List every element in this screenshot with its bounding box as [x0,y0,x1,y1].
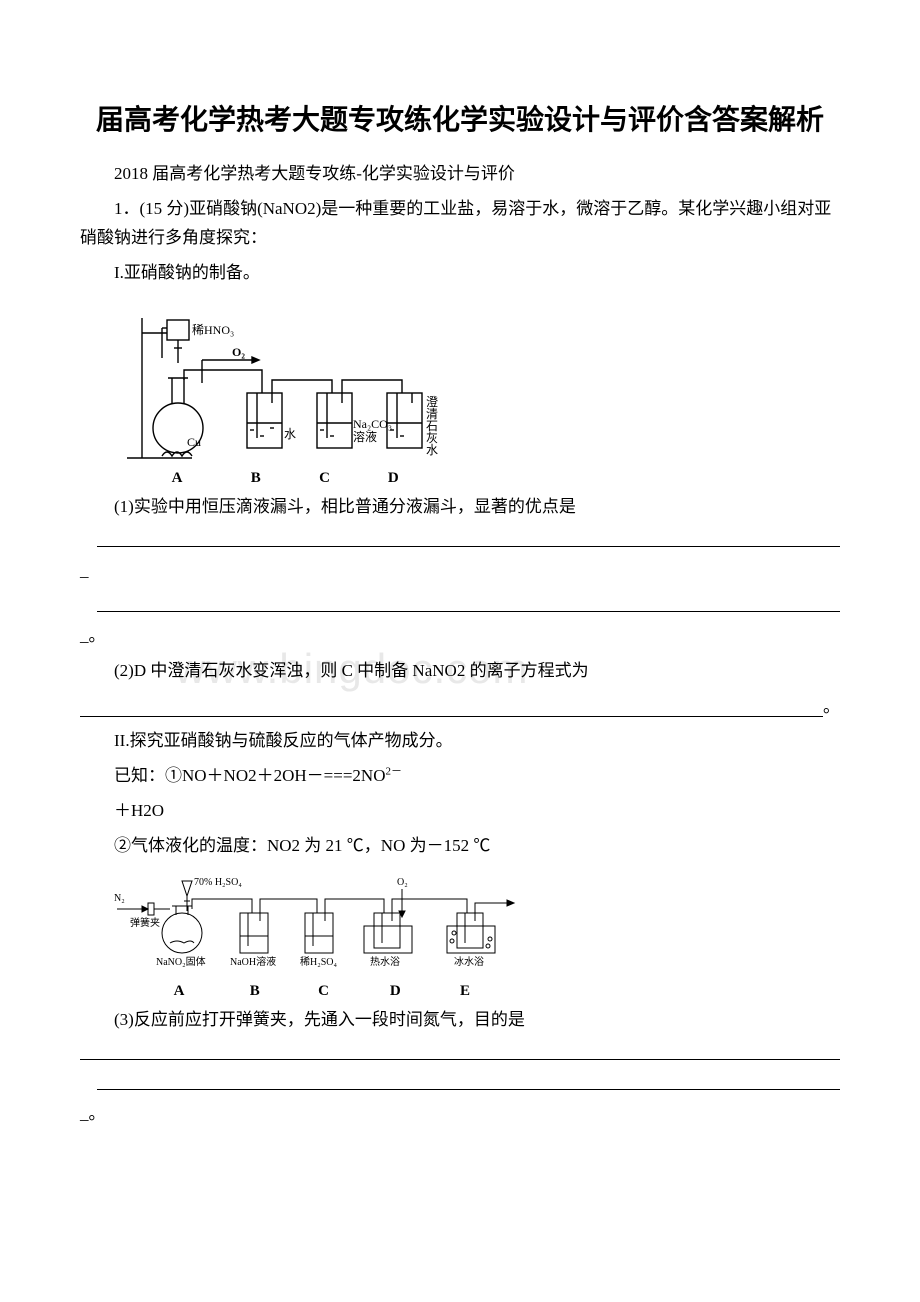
blank-trail-1b: _。 [80,622,840,651]
section-ii-heading: II.探究亚硝酸钠与硫酸反应的气体产物成分。 [80,727,840,756]
fig1-c-label: Na₂CO₃ [353,417,392,431]
known-sup: 2－ [385,765,402,777]
document-title: 届高考化学热考大题专攻练化学实验设计与评价含答案解析 [80,100,840,142]
figure-1: 稀HNO₃ O₂ Cu 水 Na₂CO₃ 溶液 澄 清 石 灰 水 A B C … [112,298,840,487]
fig1-label-d: D [363,470,423,487]
svg-text:水: 水 [426,443,438,457]
fig2-label-e: E [435,983,495,1000]
fig2-label-a: A [140,983,218,1000]
fig2-label-c: C [292,983,356,1000]
fig2-o2: O₂ [397,877,408,888]
fig2-solid: NaNO₂固体 [156,956,206,968]
section-i-heading: I.亚硝酸钠的制备。 [80,259,840,288]
fig2-cold: 冰水浴 [454,955,484,968]
known-2: ②气体液化的温度：NO2 为 21 ℃，NO 为－152 ℃ [80,832,840,861]
blank-trail-3: _。 [80,1100,840,1129]
known-1-tail: ＋H2O [80,797,840,826]
blank-line-1b [80,592,840,612]
blank-line-2: 。 [80,692,840,717]
fig1-cu-label: Cu [187,435,201,449]
q1-stem: 1．(15 分)亚硝酸钠(NaNO2)是一种重要的工业盐，易溶于水，微溶于乙醇。… [80,195,840,253]
fig2-n2: N₂ [114,893,125,904]
fig2-label-d: D [359,983,431,1000]
fig2-labels-row: A B C D E [112,983,840,1000]
fig1-o2-label: O₂ [232,345,245,359]
fig1-c-label-2: 溶液 [353,429,377,444]
known-lead: 已知：①NO＋NO2＋2OH－===2NO [114,766,385,785]
q1-3: (3)反应前应打开弹簧夹，先通入一段时间氮气，目的是 [80,1006,840,1035]
blank-line-1a [80,527,840,547]
fig2-dilute: 稀H₂SO₄ [300,955,337,968]
fig2-label-b: B [222,983,288,1000]
fig1-label-b: B [226,470,286,487]
fig2-h2so4: 70% H₂SO₄ [194,877,242,888]
fig1-labels-row: A B C D [112,470,840,487]
blank-trail-1a: _ [80,557,840,586]
q1-1: (1)实验中用恒压滴液漏斗，相比普通分液漏斗，显著的优点是 [80,493,840,522]
blank-line-3a [80,1041,840,1060]
fig1-label-c: C [290,470,360,487]
fig1-label-a: A [132,470,222,487]
fig2-hot: 热水浴 [370,955,400,968]
figure-2: N₂ 弹簧夹 70% H₂SO₄ NaNO₂固体 NaOH溶液 稀H₂SO₄ 热… [112,871,840,1000]
blank-line-3b [80,1070,840,1090]
intro-line: 2018 届高考化学热考大题专攻练-化学实验设计与评价 [80,160,840,189]
known-1: 已知：①NO＋NO2＋2OH－===2NO2－ [80,762,840,791]
fig2-clamp: 弹簧夹 [130,916,160,929]
fig2-naoh: NaOH溶液 [230,955,276,968]
q1-2: (2)D 中澄清石灰水变浑浊，则 C 中制备 NaNO2 的离子方程式为 [80,657,840,686]
fig1-funnel-label: 稀HNO₃ [192,323,234,337]
fig1-b-label: 水 [284,427,296,441]
